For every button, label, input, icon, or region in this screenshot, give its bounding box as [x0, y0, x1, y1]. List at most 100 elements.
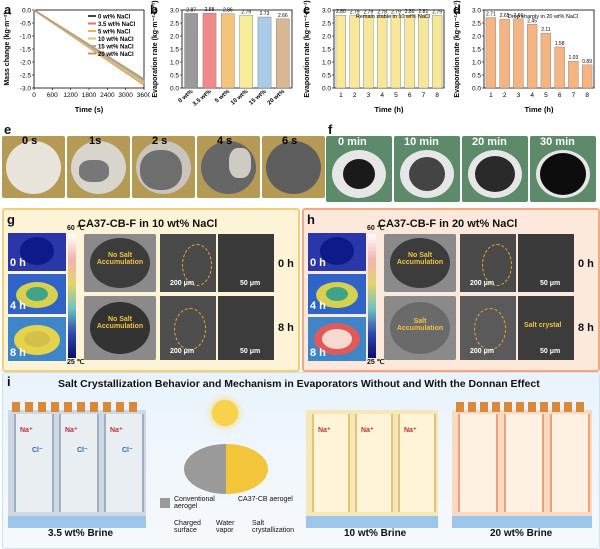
- evaporator-photo-top: No Salt Accumulation: [384, 234, 456, 292]
- data-label: 2.66: [278, 13, 288, 19]
- scale-label: 200 μm: [470, 348, 495, 355]
- legend-label: 0 wt% NaCl: [98, 14, 131, 20]
- data-label: 2.65: [500, 13, 510, 19]
- evaporator-photo-bottom: Salt Accumulation: [384, 296, 456, 360]
- bar: [513, 18, 524, 89]
- y-tick-label: 1.5: [472, 47, 481, 54]
- x-tick-label: 6: [408, 92, 412, 99]
- sem-image-8h-high: 50 μm: [218, 296, 274, 360]
- conventional-swatch: [160, 498, 170, 508]
- y-tick-label: 0.0: [170, 86, 179, 93]
- y-tick-label: 2.0: [322, 34, 331, 41]
- data-label: 2.11: [541, 27, 551, 33]
- bar: [431, 15, 443, 89]
- y-tick-label: 2.5: [472, 21, 481, 28]
- bar: [499, 18, 510, 89]
- x-tick-label: 4: [380, 92, 384, 99]
- x-axis-label: Time (h): [524, 105, 554, 114]
- x-tick-label: 3000: [118, 92, 133, 99]
- thermal-image-4h: 4 h: [8, 274, 66, 314]
- y-tick-label: 3.0: [170, 8, 179, 15]
- x-tick-label: 15 wt%: [248, 89, 268, 107]
- panel-label-i: i: [7, 374, 11, 389]
- x-axis-label: Time (s): [75, 105, 104, 114]
- y-tick-label: 1.0: [170, 60, 179, 67]
- aerogel-illustration: Conventional aerogel CA37-CB aerogel Cha…: [156, 400, 296, 540]
- y-tick-label: 2.5: [322, 21, 331, 28]
- panel-f-photos: 0 min 10 min 20 min 30 min: [326, 136, 598, 204]
- bar: [540, 32, 552, 89]
- data-label: 2.79: [391, 9, 401, 15]
- bar: [554, 46, 565, 89]
- y-tick-label: 0.0: [22, 8, 31, 15]
- y-tick-label: 0.0: [322, 86, 331, 93]
- data-label: 1.58: [555, 41, 565, 47]
- scale-top-label: 60 ℃: [367, 225, 385, 232]
- data-label: 2.79: [432, 9, 442, 15]
- x-axis-label: Time (h): [374, 105, 404, 114]
- sem-image-0h-low: 200 μm: [160, 234, 216, 292]
- x-tick-label: 5: [394, 92, 398, 99]
- thermal-image-0h: 0 h: [8, 233, 66, 271]
- x-tick-label: 8: [585, 92, 589, 99]
- thermal-image-4h: 4 h: [308, 274, 366, 314]
- sem-image-8h-low: 200 μm: [460, 296, 516, 360]
- sem-image-0h-high: 50 μm: [218, 234, 274, 292]
- legend-label: 15 wt% NaCl: [98, 44, 134, 50]
- bar: [390, 15, 402, 89]
- no-salt-label: No Salt Accumulation: [96, 316, 144, 330]
- x-tick-label: 3: [517, 92, 521, 99]
- na-ion-label: Na⁺: [361, 427, 374, 434]
- time-label: 0 h: [10, 257, 26, 269]
- ca37-label: CA37-CB aerogel: [238, 496, 293, 503]
- sem-image-8h-low: 200 μm: [160, 296, 216, 360]
- droplet-photo-0s: 0 s: [2, 136, 65, 198]
- y-tick-label: -1.0: [20, 34, 32, 41]
- droplet-photo-2s: 2 s: [132, 136, 195, 198]
- evaporator-photo-10min: 10 min: [394, 136, 460, 202]
- bar: [485, 17, 497, 89]
- sun-icon: [212, 400, 238, 426]
- panel-label-e: e: [4, 122, 12, 137]
- scale-label: 50 μm: [540, 280, 561, 287]
- no-salt-label: No Salt Accumulation: [96, 252, 144, 266]
- annotation: Remain stable in 10 wt% NaCl: [356, 14, 430, 20]
- time-label: 20 min: [472, 136, 507, 148]
- x-tick-label: 3.5 wt%: [192, 89, 213, 108]
- cl-ion-label: Cl⁻: [32, 447, 43, 454]
- y-tick-label: 2.0: [170, 34, 179, 41]
- scale-label: 200 μm: [170, 280, 195, 287]
- legend-label: 5 wt% NaCl: [98, 29, 131, 35]
- bar: [581, 64, 593, 89]
- y-tick-label: 0.5: [322, 73, 331, 80]
- y-tick-label: 1.5: [322, 47, 331, 54]
- time-label: 1s: [89, 136, 102, 147]
- evaporator-group-20: [452, 396, 592, 528]
- time-label: 2 s: [152, 136, 168, 147]
- evaporator-group-3-5: Na⁺ Na⁺ Na⁺ Cl⁻ Cl⁻ Cl⁻: [8, 396, 146, 528]
- panel-label-f: f: [328, 122, 333, 137]
- panel-label-a: a: [4, 2, 12, 17]
- x-tick-label: 2400: [100, 92, 115, 99]
- x-tick-label: 5: [544, 92, 548, 99]
- data-label: 2.79: [350, 9, 360, 15]
- y-axis-label: Mass change (kg·m⁻²): [4, 12, 11, 85]
- x-tick-label: 600: [47, 92, 58, 99]
- y-tick-label: 2.0: [472, 34, 481, 41]
- y-tick-label: -2.5: [20, 73, 32, 80]
- sem-image-0h-low: 200 μm: [460, 234, 516, 292]
- droplet-photo-1s: 1s: [67, 136, 130, 198]
- data-label: 2.80: [405, 9, 415, 15]
- panel-h-title: CA37-CB-F in 20 wt% NaCl: [378, 218, 518, 230]
- data-label: 2.86: [223, 8, 233, 14]
- data-label: 2.87: [186, 7, 196, 13]
- y-axis-label: Evaporation rate (kg·m⁻²·h⁻¹): [152, 0, 159, 97]
- row-time-label: 0 h: [578, 258, 594, 270]
- y-tick-label: 0.0: [472, 86, 481, 93]
- x-tick-label: 10 wt%: [230, 89, 250, 107]
- bar: [526, 24, 538, 89]
- data-label: 1.03: [569, 55, 579, 61]
- bar: [257, 16, 272, 89]
- panel-label-g: g: [7, 212, 15, 227]
- droplet-photo-4s: 4 s: [197, 136, 260, 198]
